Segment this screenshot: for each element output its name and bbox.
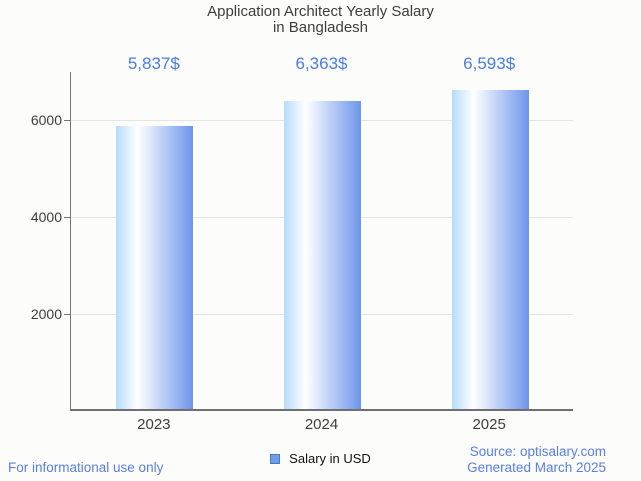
y-axis-tick-4000 [64, 217, 71, 219]
chart-title: Application Architect Yearly Salary in B… [0, 4, 641, 36]
y-axis-label-6000: 6000 [30, 112, 62, 129]
source-block: Source: optisalary.com Generated March 2… [467, 444, 606, 476]
bar-value-label-2025: 6,593$ [463, 54, 516, 73]
x-axis-labels: 2023 2024 2025 [70, 416, 573, 434]
y-axis-tick-6000 [64, 120, 71, 122]
x-axis-label-2025: 2025 [472, 416, 506, 433]
source-text: Source: optisalary.com [469, 444, 606, 459]
chart-title-line1: Application Architect Yearly Salary [207, 3, 434, 20]
plot-area [64, 72, 573, 411]
chart-title-line2: in Bangladesh [272, 19, 369, 36]
disclaimer-text: For informational use only [8, 460, 164, 475]
legend-swatch-icon [270, 453, 281, 464]
y-axis-labels: 2000 4000 6000 [0, 72, 62, 411]
bar-value-label-2024: 6,363$ [295, 54, 348, 73]
y-axis-tick-2000 [64, 314, 71, 316]
bar-2024[interactable] [284, 100, 361, 409]
legend: Salary in USD [0, 451, 641, 466]
bar-value-labels: 5,837$ 6,363$ 6,593$ [70, 54, 573, 74]
y-axis-label-4000: 4000 [30, 209, 62, 226]
y-axis-label-2000: 2000 [30, 306, 62, 323]
legend-label: Salary in USD [289, 451, 371, 466]
bar-2025[interactable] [451, 89, 529, 409]
bar-2023[interactable] [116, 126, 194, 409]
x-axis-label-2023: 2023 [137, 416, 171, 433]
x-axis-label-2024: 2024 [304, 416, 339, 433]
generated-text: Generated March 2025 [467, 460, 606, 475]
bar-value-label-2023: 5,837$ [127, 54, 180, 73]
